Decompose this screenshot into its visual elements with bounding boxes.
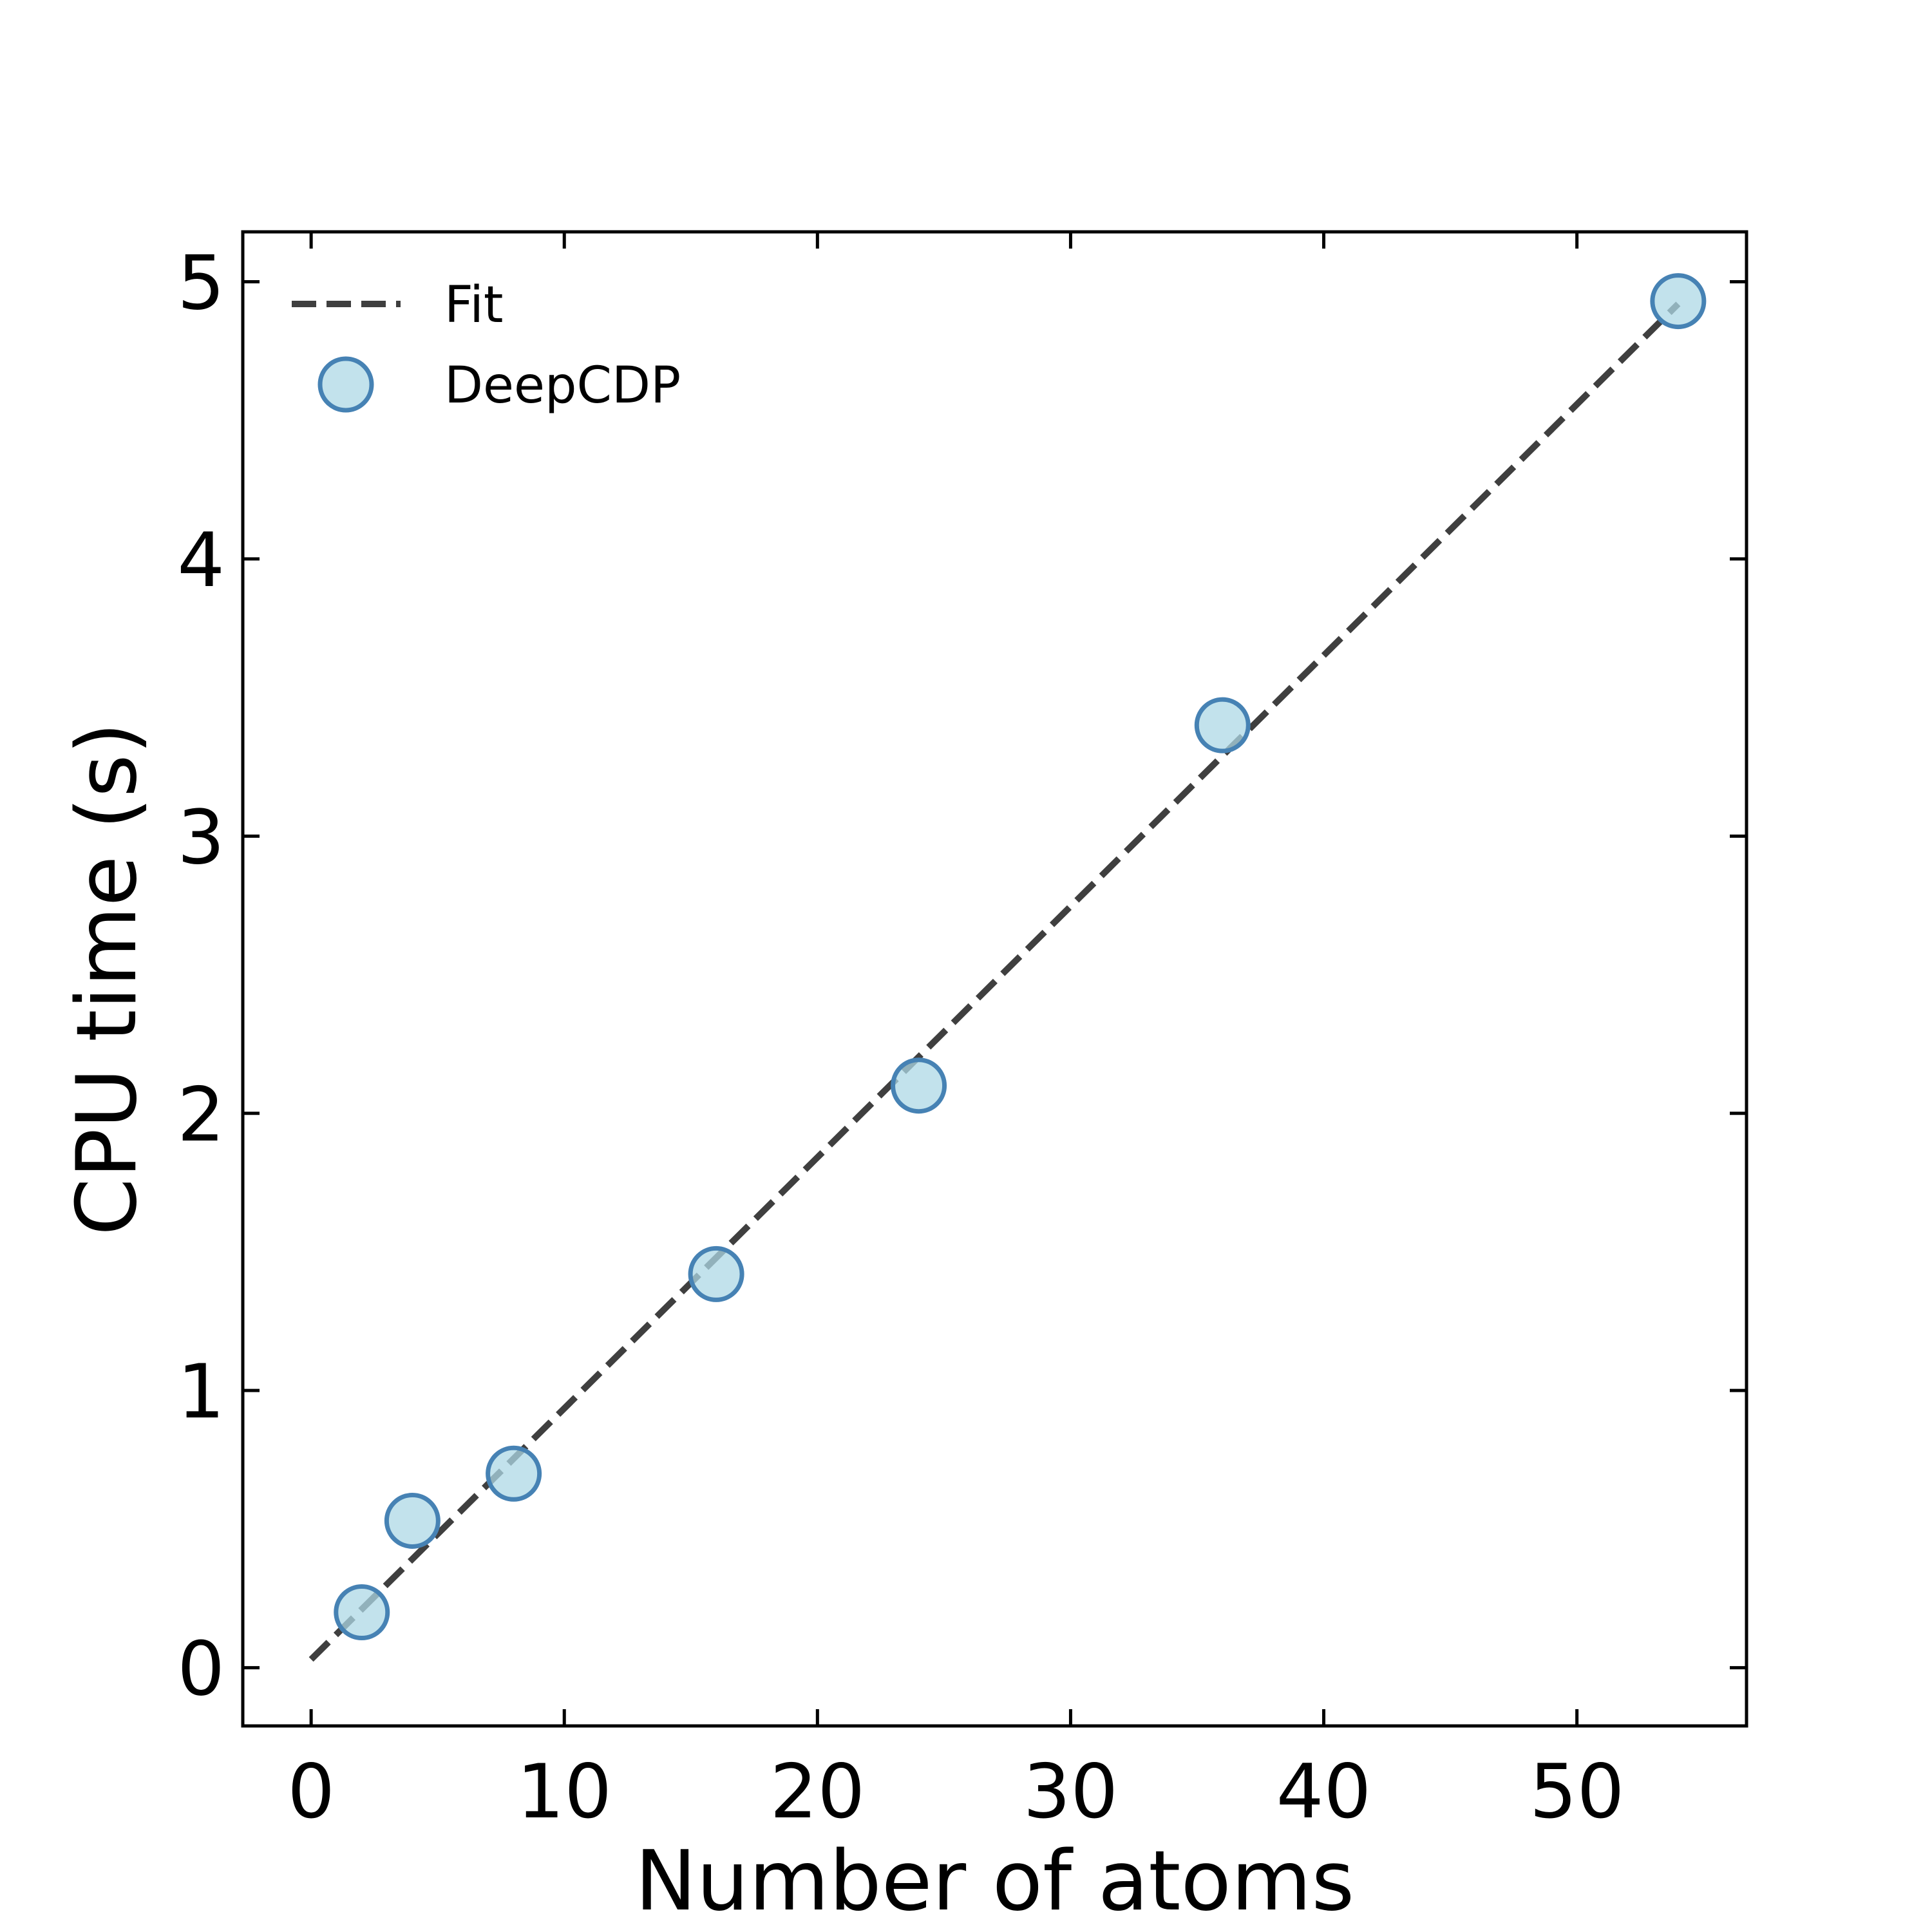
x-tick-label: 0 <box>287 1748 335 1835</box>
y-tick-label: 5 <box>177 240 225 327</box>
data-point <box>1650 273 1707 330</box>
y-tick-label: 2 <box>177 1072 225 1159</box>
ticks-layer <box>243 232 1747 1726</box>
legend-deepcdp-symbol <box>317 356 374 413</box>
y-tick-label: 1 <box>177 1349 225 1435</box>
data-point <box>486 1445 542 1502</box>
data-point <box>1194 697 1251 753</box>
fit-line <box>308 301 1681 1662</box>
y-tick-label: 0 <box>177 1626 225 1713</box>
x-tick-label: 40 <box>1276 1748 1372 1835</box>
x-tick-labels: 0 10 20 30 40 50 <box>287 1748 1624 1835</box>
x-tick-label: 10 <box>516 1748 612 1835</box>
x-tick-label: 30 <box>1023 1748 1119 1835</box>
x-tick-label: 20 <box>770 1748 866 1835</box>
data-point <box>891 1057 947 1114</box>
data-point <box>688 1245 744 1302</box>
data-point <box>384 1492 440 1549</box>
data-points-layer <box>334 273 1707 1641</box>
data-point <box>334 1584 390 1641</box>
y-axis-label: CPU time (s) <box>59 722 155 1235</box>
legend: Fit DeepCDP <box>292 276 681 415</box>
y-tick-label: 3 <box>177 794 225 881</box>
x-tick-label: 50 <box>1530 1748 1625 1835</box>
plot-frame <box>241 230 1748 1728</box>
y-tick-label: 4 <box>177 517 225 604</box>
legend-fit-label: Fit <box>444 276 503 334</box>
x-axis-label: Number of atoms <box>635 1833 1354 1929</box>
legend-deepcdp-label: DeepCDP <box>444 357 681 415</box>
fit-line-layer <box>308 301 1681 1662</box>
y-tick-labels: 0 1 2 3 4 5 <box>177 240 225 1712</box>
